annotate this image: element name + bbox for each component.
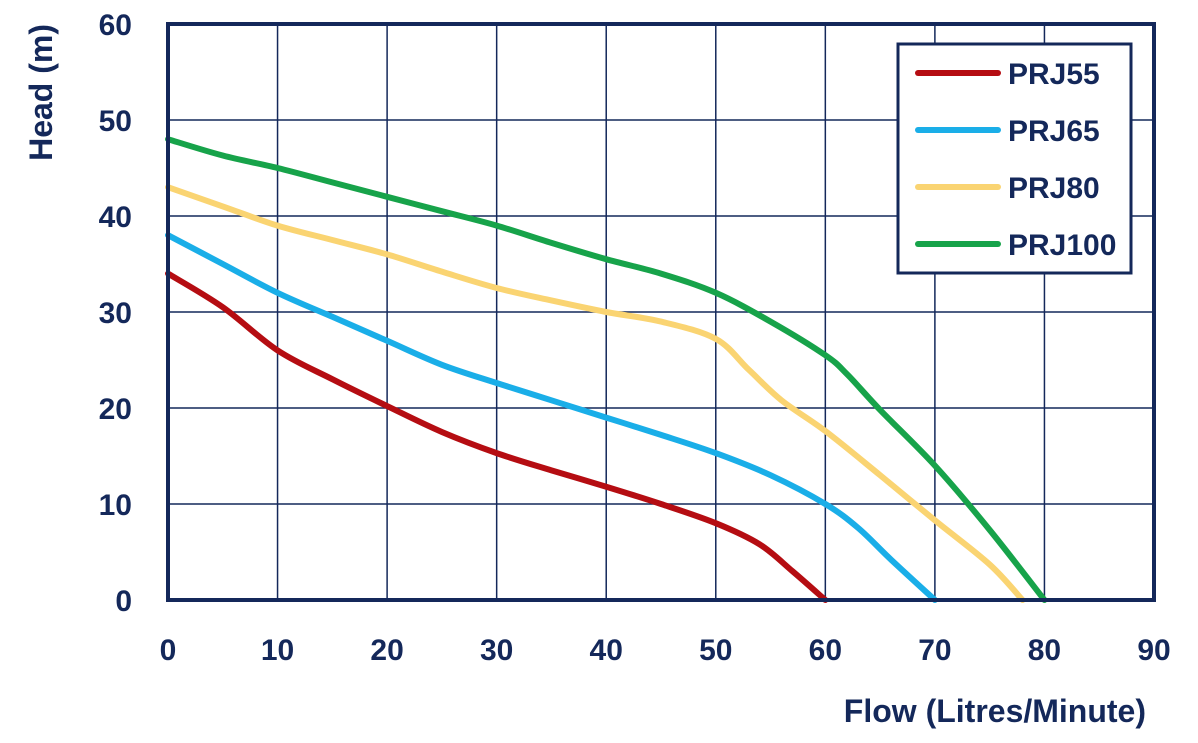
y-tick-label: 60 xyxy=(99,9,132,42)
y-axis-title: Head (m) xyxy=(23,24,59,161)
x-tick-label: 90 xyxy=(1137,634,1170,667)
x-tick-label: 70 xyxy=(918,634,951,667)
x-tick-label: 10 xyxy=(261,634,294,667)
y-tick-label: 0 xyxy=(115,585,132,618)
series-line-prj100 xyxy=(165,136,1048,603)
y-tick-label: 20 xyxy=(99,393,132,426)
x-axis-title: Flow (Litres/Minute) xyxy=(844,693,1146,729)
y-tick-label: 40 xyxy=(99,201,132,234)
x-tick-label: 60 xyxy=(809,634,842,667)
series-line-prj55 xyxy=(165,270,829,603)
series-line-prj65 xyxy=(165,232,938,603)
y-tick-label: 30 xyxy=(99,297,132,330)
y-tick-label: 50 xyxy=(99,105,132,138)
y-tick-label: 10 xyxy=(99,489,132,522)
series-lines xyxy=(165,136,1048,603)
legend-box xyxy=(896,42,1133,275)
legend-label-prj55: PRJ55 xyxy=(1008,58,1100,91)
x-tick-label: 40 xyxy=(590,634,623,667)
x-tick-label: 80 xyxy=(1028,634,1061,667)
x-tick-label: 0 xyxy=(160,634,177,667)
x-tick-labels: 0 10 20 30 40 50 60 70 80 90 xyxy=(160,634,1171,667)
legend-label-prj65: PRJ65 xyxy=(1008,115,1100,148)
y-tick-labels: 0 10 20 30 40 50 60 xyxy=(99,9,132,618)
legend-label-prj100: PRJ100 xyxy=(1008,229,1116,262)
x-tick-label: 50 xyxy=(699,634,732,667)
series-line-prj80 xyxy=(165,184,1026,603)
legend: PRJ55 PRJ65 PRJ80 PRJ100 xyxy=(896,42,1133,275)
plot-frame xyxy=(166,22,1156,602)
x-tick-label: 30 xyxy=(480,634,513,667)
x-tick-label: 20 xyxy=(370,634,403,667)
legend-label-prj80: PRJ80 xyxy=(1008,172,1100,205)
